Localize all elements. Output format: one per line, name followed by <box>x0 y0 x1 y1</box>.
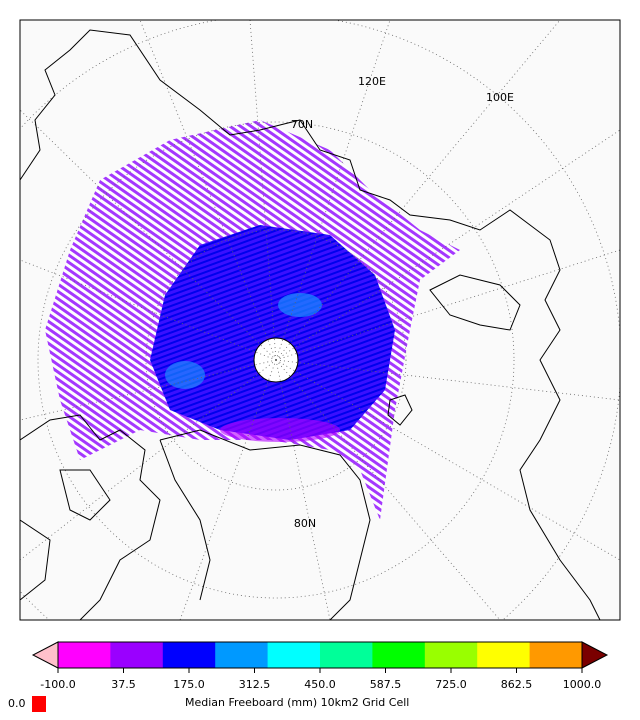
colorbar-tick-label: 312.5 <box>239 678 271 691</box>
colorbar-tick-label: 1000.0 <box>563 678 602 691</box>
map-label: 70N <box>291 118 313 131</box>
colorbar-bin <box>529 642 583 668</box>
freeboard-patch <box>165 361 205 389</box>
colorbar-over <box>581 641 609 669</box>
colorbar-tick-label: 37.5 <box>111 678 136 691</box>
colorbar-tick-label: -100.0 <box>40 678 75 691</box>
colorbar-tick-label: 862.5 <box>501 678 533 691</box>
colorbar: -100.0 37.5 175.0 312.5 450.0 587.5 725.0 862.5… <box>31 641 609 691</box>
map-label: 80N <box>294 517 316 530</box>
missing-label: 0.0 <box>8 697 26 710</box>
freeboard-patch <box>220 418 340 442</box>
freeboard-patch <box>278 293 322 317</box>
map-label: 100E <box>486 91 514 104</box>
colorbar-bin <box>477 642 531 668</box>
colorbar-bin <box>267 642 321 668</box>
colorbar-tick-label: 450.0 <box>304 678 336 691</box>
coastline-greenland <box>159 429 371 620</box>
colorbar-bin <box>110 642 164 668</box>
freeboard-inner <box>150 225 395 440</box>
colorbar-bin <box>215 642 269 668</box>
colorbar-tick-label: 175.0 <box>173 678 205 691</box>
map-area <box>20 20 620 620</box>
coastline-scandinavia <box>429 274 521 331</box>
colorbar-tick-label: 725.0 <box>435 678 467 691</box>
colorbar-bin <box>372 642 426 668</box>
coastline-siberia <box>20 29 601 620</box>
colorbar-tick-label: 587.5 <box>370 678 402 691</box>
colorbar-bin <box>424 642 478 668</box>
map-label: 120E <box>358 75 386 88</box>
coastline-canada <box>20 414 161 620</box>
latitude-70 <box>37 121 515 599</box>
meridians <box>20 20 620 620</box>
colorbar-under <box>31 641 59 669</box>
coastline-svalbard <box>387 394 413 426</box>
colorbar-bin <box>58 642 111 668</box>
colorbar-bin <box>162 642 216 668</box>
colorbar-bin <box>320 642 373 668</box>
missing-swatch <box>32 696 46 712</box>
colorbar-label: Median Freeboard (mm) 10km2 Grid Cell <box>185 696 409 709</box>
latitude-80 <box>145 229 407 491</box>
map-frame <box>19 19 621 621</box>
